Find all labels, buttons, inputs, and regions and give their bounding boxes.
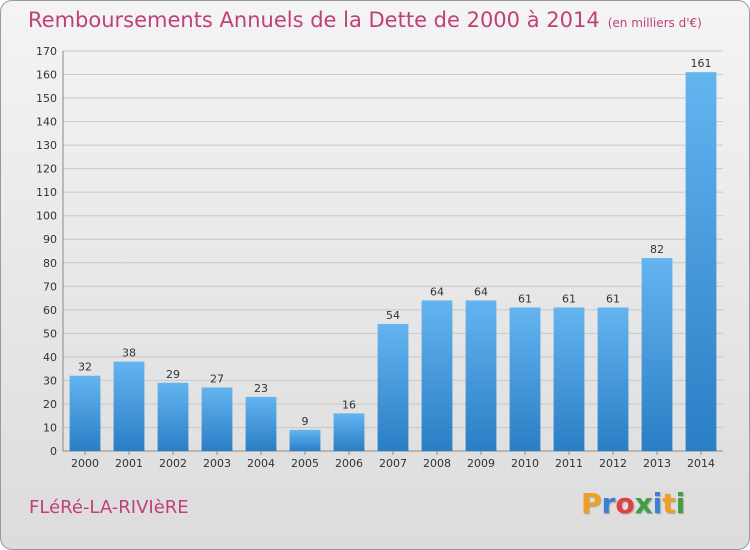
- y-tick-label: 160: [36, 69, 57, 82]
- logo-letter: r: [601, 487, 616, 520]
- y-tick-label: 140: [36, 116, 57, 129]
- bar-2014: [685, 72, 717, 452]
- y-tick-label: 60: [43, 304, 57, 317]
- bar-2001: [113, 361, 145, 451]
- bar-2008: [421, 300, 453, 451]
- x-tick-label-2014: 2014: [687, 457, 715, 470]
- bar-2004: [245, 396, 277, 451]
- y-tick-label: 100: [36, 210, 57, 223]
- title-text: Remboursements Annuels de la Dette de 20…: [28, 8, 600, 32]
- bar-layer: [69, 72, 717, 452]
- bar-2006: [333, 413, 365, 451]
- value-label-2014: 161: [691, 57, 712, 70]
- y-tick-label: 50: [43, 327, 57, 340]
- value-label-2011: 61: [562, 292, 576, 305]
- proxiti-logo: Proxiti: [581, 487, 685, 520]
- y-tick-label: 10: [43, 421, 57, 434]
- bar-2009: [465, 300, 497, 451]
- bar-2000: [69, 375, 101, 451]
- value-label-2007: 54: [386, 309, 400, 322]
- value-label-2009: 64: [474, 285, 488, 298]
- logo-letter: t: [662, 487, 676, 520]
- y-tick-label: 150: [36, 92, 57, 105]
- bar-2013: [641, 258, 673, 451]
- y-tick-label: 170: [36, 45, 57, 58]
- logo-letter: x: [634, 487, 653, 520]
- value-label-2013: 82: [650, 243, 664, 256]
- y-tick-label: 0: [50, 445, 57, 458]
- bar-2012: [597, 307, 629, 451]
- x-tick-label-2008: 2008: [423, 457, 451, 470]
- x-tick-label-2006: 2006: [335, 457, 363, 470]
- value-label-2002: 29: [166, 368, 180, 381]
- commune-name: FLéRé-LA-RIVIèRE: [29, 497, 189, 518]
- x-tick-label-2001: 2001: [115, 457, 143, 470]
- x-tick-label-2000: 2000: [71, 457, 99, 470]
- bar-2003: [201, 387, 233, 451]
- chart-subtitle: (en milliers d'€): [607, 16, 702, 30]
- value-label-2008: 64: [430, 285, 444, 298]
- value-label-2005: 9: [302, 415, 309, 428]
- y-tick-label: 30: [43, 374, 57, 387]
- x-tick-label-2002: 2002: [159, 457, 187, 470]
- y-tick-label: 120: [36, 163, 57, 176]
- y-tick-label: 20: [43, 398, 57, 411]
- y-tick-label: 130: [36, 139, 57, 152]
- y-tick-label: 40: [43, 351, 57, 364]
- bar-2007: [377, 323, 409, 451]
- x-tick-label-2007: 2007: [379, 457, 407, 470]
- y-tick-label: 90: [43, 233, 57, 246]
- x-tick-label-2012: 2012: [599, 457, 627, 470]
- bar-2005: [289, 429, 321, 451]
- logo-letter: o: [615, 487, 635, 520]
- x-tick-label-2009: 2009: [467, 457, 495, 470]
- bar-2011: [553, 307, 585, 451]
- x-tick-label-2011: 2011: [555, 457, 583, 470]
- x-tick-label-2003: 2003: [203, 457, 231, 470]
- chart-title: Remboursements Annuels de la Dette de 20…: [28, 8, 702, 32]
- value-label-2006: 16: [342, 398, 356, 411]
- logo-letter: i: [675, 487, 686, 520]
- x-tick-label-2013: 2013: [643, 457, 671, 470]
- bar-2002: [157, 382, 189, 451]
- y-tick-label: 110: [36, 186, 57, 199]
- value-label-2001: 38: [122, 347, 136, 360]
- logo-letter: i: [652, 487, 663, 520]
- bar-2010: [509, 307, 541, 451]
- y-tick-label: 70: [43, 280, 57, 293]
- label-layer: 0 10 20 30 40 50 60 70 80 90 100 110 120 130 140 150 160…: [36, 45, 715, 470]
- x-tick-label-2004: 2004: [247, 457, 275, 470]
- value-label-2003: 27: [210, 372, 224, 385]
- x-tick-label-2005: 2005: [291, 457, 319, 470]
- y-tick-label: 80: [43, 257, 57, 270]
- value-label-2000: 32: [78, 361, 92, 374]
- value-label-2004: 23: [254, 382, 268, 395]
- logo-letter: P: [581, 487, 602, 520]
- x-tick-label-2010: 2010: [511, 457, 539, 470]
- value-label-2010: 61: [518, 292, 532, 305]
- value-label-2012: 61: [606, 292, 620, 305]
